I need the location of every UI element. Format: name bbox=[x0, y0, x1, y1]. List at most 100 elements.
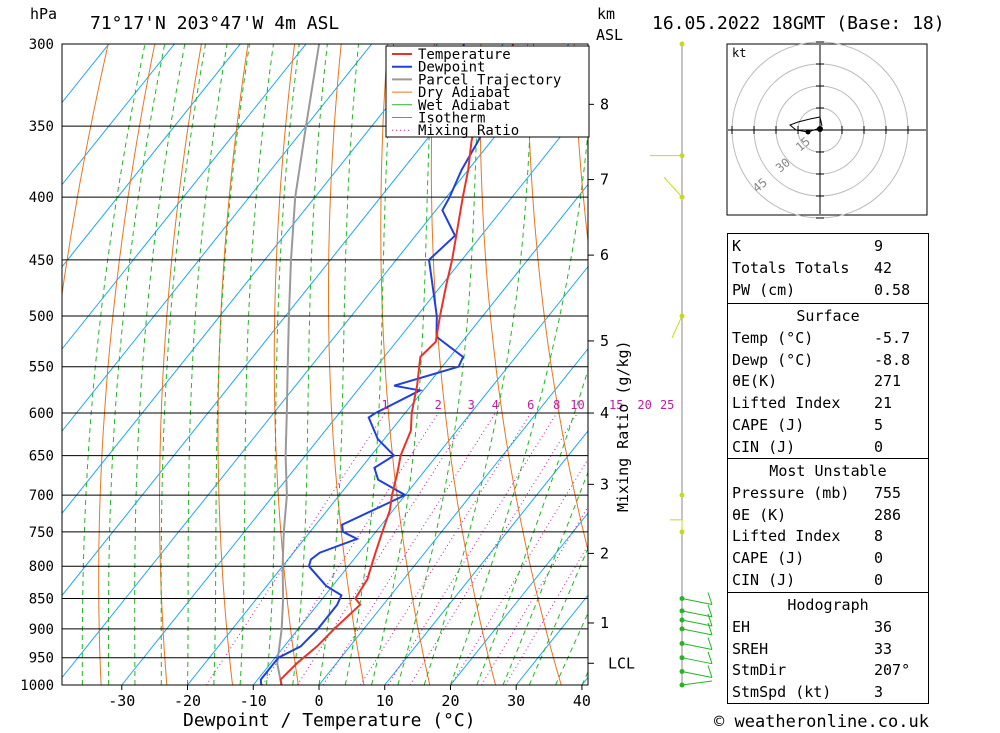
hodograph-storm-motion bbox=[805, 129, 811, 135]
most-unstable-label: Pressure (mb) bbox=[732, 484, 850, 502]
wind-barb bbox=[671, 315, 683, 339]
hodograph-index-row: EH 36 bbox=[732, 617, 924, 638]
wind-barb bbox=[681, 610, 713, 618]
surface-label: CAPE (J) bbox=[732, 415, 805, 434]
surface-value: -8.8 bbox=[874, 350, 911, 369]
km-tick-label: LCL bbox=[608, 654, 635, 672]
pressure-tick-label: 1000 bbox=[20, 678, 54, 694]
km-tick-label: 6 bbox=[600, 246, 609, 264]
isotherm bbox=[252, 265, 588, 685]
surface-label: Lifted Index bbox=[732, 394, 841, 413]
km-tick-label: 1 bbox=[600, 614, 609, 632]
isotherm bbox=[62, 44, 373, 432]
hodograph-index-value: 36 bbox=[874, 618, 893, 636]
isotherm bbox=[62, 44, 307, 350]
wet-adiabat bbox=[318, 44, 360, 685]
pressure-tick-label: 800 bbox=[29, 559, 54, 575]
hodograph-index-row: StmSpd (kt) 3 bbox=[732, 682, 924, 703]
hodograph-index-value: 3 bbox=[874, 683, 884, 702]
surface-label: Temp (°C) bbox=[732, 329, 814, 347]
pressure-tick-label: 500 bbox=[29, 309, 54, 325]
wet-adiabat bbox=[292, 44, 328, 685]
mixing-ratio-label: 20 bbox=[637, 398, 651, 412]
mixing-ratio-label: 1 bbox=[381, 398, 388, 412]
dry-adiabat bbox=[62, 44, 109, 298]
most-unstable-label: Lifted Index bbox=[732, 527, 841, 546]
y-axis: 300 350 400 450 500 550 600 650 700 750 800 850 900 9… bbox=[20, 37, 54, 694]
k-index-row: K 9 bbox=[732, 236, 924, 257]
mixing-ratio-labels: 1 2 3 4 6 8 10 15 20 25 bbox=[381, 398, 674, 412]
most-unstable-value: 8 bbox=[874, 527, 884, 546]
wind-barb bbox=[681, 680, 713, 686]
x-tick-label: 40 bbox=[573, 692, 591, 710]
wet-adiabat bbox=[423, 44, 535, 685]
wind-barb bbox=[707, 622, 713, 636]
km-tick-label: 4 bbox=[600, 404, 609, 422]
pressure-tick-label: 750 bbox=[29, 525, 54, 541]
surface-title: Surface bbox=[796, 307, 860, 325]
wet-adiabat bbox=[555, 611, 588, 685]
copyright-footer: © weatheronline.co.uk bbox=[714, 712, 929, 732]
surface-row: Temp (°C) -5.7 bbox=[732, 328, 924, 349]
wind-barb bbox=[707, 613, 713, 627]
most-unstable-row: Pressure (mb) 755 bbox=[732, 483, 924, 504]
isotherm bbox=[62, 44, 176, 186]
most-unstable-label: θE (K) bbox=[732, 505, 787, 524]
wet-adiabat bbox=[187, 44, 228, 685]
totals-totals-label: Totals Totals bbox=[732, 259, 850, 277]
most-unstable-value: 0 bbox=[874, 549, 884, 568]
pressure-tick-label: 950 bbox=[29, 651, 54, 667]
x-tick-label: -30 bbox=[108, 692, 135, 710]
k-index-label: K bbox=[732, 237, 742, 255]
station-title: 71°17'N 203°47'W 4m ASL bbox=[90, 13, 340, 34]
hpa-label: hPa bbox=[30, 5, 58, 23]
wind-barb-dot bbox=[679, 492, 685, 498]
mixing-ratio-label: 15 bbox=[609, 398, 623, 412]
km-tick-label: 3 bbox=[600, 475, 609, 493]
wind-barb bbox=[681, 671, 713, 679]
dry-adiabat bbox=[573, 44, 588, 246]
x-axis: -30 -20 -10 0 10 20 30 40 bbox=[108, 685, 591, 710]
dry-adiabat bbox=[380, 44, 431, 685]
x-axis-title: Dewpoint / Temperature (°C) bbox=[183, 710, 476, 731]
wind-barb-column bbox=[650, 41, 713, 688]
isotherm bbox=[62, 44, 241, 268]
pw-value: 0.58 bbox=[874, 281, 911, 299]
x-tick-label: -10 bbox=[240, 692, 267, 710]
surface-value: 21 bbox=[874, 394, 893, 413]
surface-row: CAPE (J) 5 bbox=[732, 415, 924, 436]
wet-adiabat bbox=[107, 44, 166, 685]
mixing-ratio-label: 6 bbox=[527, 398, 534, 412]
wet-adiabat bbox=[450, 127, 588, 685]
wind-barb bbox=[681, 619, 713, 627]
pw-row: PW (cm) 0.58 bbox=[732, 280, 924, 301]
dry-adiabat bbox=[328, 44, 365, 685]
dry-adiabat bbox=[98, 44, 156, 685]
legend-label: Isotherm bbox=[418, 111, 485, 127]
mixing-ratio-label: 8 bbox=[553, 398, 560, 412]
pw-label: PW (cm) bbox=[732, 281, 796, 299]
dry-adiabat bbox=[430, 44, 496, 685]
most-unstable-value: 286 bbox=[874, 505, 902, 524]
legend-label: Dry Adiabat bbox=[418, 85, 511, 101]
wind-barb bbox=[681, 597, 713, 605]
dry-adiabat bbox=[273, 44, 299, 685]
wind-barb bbox=[707, 637, 713, 650]
hodograph-index-row: StmDir 207° bbox=[732, 660, 924, 681]
surface-label: θE(K) bbox=[732, 372, 778, 391]
wet-adiabat bbox=[371, 44, 435, 685]
hodograph-index-value: 207° bbox=[874, 661, 911, 680]
surface-row: Lifted Index 21 bbox=[732, 393, 924, 414]
datetime-title: 16.05.2022 18GMT (Base: 18) bbox=[652, 13, 945, 34]
dry-adiabat bbox=[989, 26, 1000, 685]
wet-adiabat bbox=[81, 44, 146, 685]
pressure-tick-label: 350 bbox=[29, 119, 54, 135]
wet-adiabat bbox=[134, 44, 186, 685]
mixing-ratio-line bbox=[505, 544, 588, 685]
surface-label: Dewp (°C) bbox=[732, 350, 814, 369]
plot-frame bbox=[61, 43, 589, 686]
k-index-value: 9 bbox=[874, 237, 884, 255]
most-unstable-row: θE (K) 286 bbox=[732, 505, 924, 526]
mixing-ratio-line bbox=[450, 458, 588, 685]
